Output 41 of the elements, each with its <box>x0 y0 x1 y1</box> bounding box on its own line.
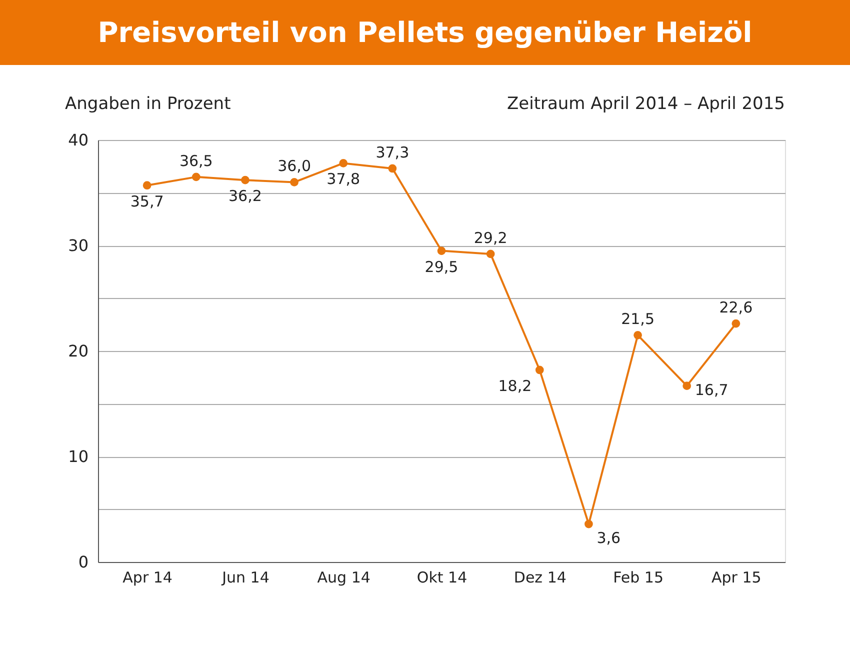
y-tick-label: 0 <box>78 552 88 572</box>
x-tick-label: Dez 14 <box>514 568 566 586</box>
data-label: 36,0 <box>278 157 311 176</box>
y-axis-title: Angaben in Prozent <box>65 94 232 114</box>
data-label: 18,2 <box>498 376 532 395</box>
point <box>192 172 200 182</box>
y-tick-label: 20 <box>68 342 88 360</box>
point <box>486 250 495 258</box>
point <box>437 246 446 255</box>
point <box>241 176 250 184</box>
point <box>142 181 152 190</box>
y-tick-label: 30 <box>68 236 88 255</box>
data-label: 3,6 <box>596 529 621 548</box>
chart-subtitle: Zeitraum April 2014 – April 2015 <box>507 94 785 114</box>
y-tick-label: 40 <box>68 130 88 150</box>
data-label: 21,5 <box>621 310 654 328</box>
point <box>290 178 298 186</box>
point <box>732 319 740 328</box>
x-tick-label: Apr 14 <box>122 568 172 586</box>
point <box>388 164 397 173</box>
data-label: 36,5 <box>179 152 213 170</box>
data-label: 37,3 <box>376 143 410 162</box>
data-label: 37,8 <box>326 170 360 188</box>
point <box>339 159 348 168</box>
x-tick-label: Feb 15 <box>613 568 664 586</box>
point <box>535 366 544 374</box>
data-label: 22,6 <box>719 298 753 317</box>
data-label: 29,2 <box>474 228 508 247</box>
x-tick-label: Apr 15 <box>712 568 762 586</box>
chart-title: Preisvorteil von Pellets gegenüber Heizöl <box>98 16 752 49</box>
point <box>634 331 642 340</box>
data-label: 29,5 <box>424 258 458 276</box>
x-tick-label: Jun 14 <box>221 568 270 586</box>
x-tick-label: Okt 14 <box>416 568 468 586</box>
data-label: 16,7 <box>694 380 728 399</box>
point <box>682 382 692 390</box>
y-tick-label: 10 <box>68 447 88 466</box>
data-label: 35,7 <box>130 192 164 210</box>
data-label: 36,2 <box>228 187 262 206</box>
point <box>584 520 593 528</box>
x-tick-label: Aug 14 <box>317 568 370 586</box>
